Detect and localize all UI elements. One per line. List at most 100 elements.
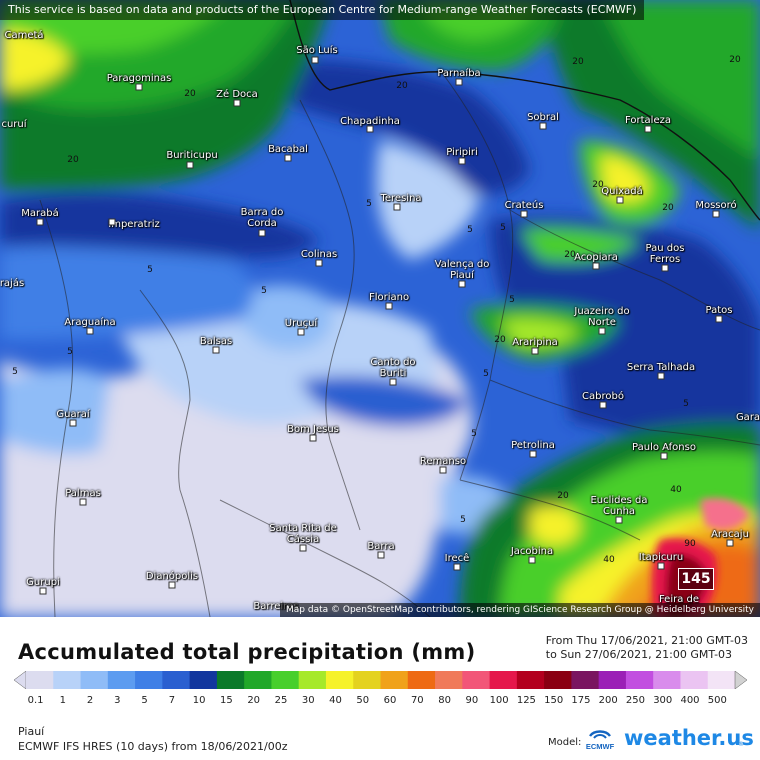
city-label: Dianópolis <box>145 571 199 582</box>
weather-us-logo[interactable]: weather.us <box>624 726 754 750</box>
city-label: Guaraí <box>56 409 90 420</box>
city-label: Balsas <box>199 336 233 347</box>
city-label: Parnaíba <box>437 68 481 79</box>
city-marker <box>529 450 537 458</box>
scale-tick-label: 5 <box>141 695 148 706</box>
city-label: Araguaína <box>64 317 116 328</box>
scale-tick-label: 125 <box>516 695 536 706</box>
contour-label: 20 <box>494 335 506 345</box>
city-marker <box>69 419 77 427</box>
city-label: Crateús <box>504 200 544 211</box>
scale-cell <box>244 671 272 689</box>
contour-label: 5 <box>366 199 372 209</box>
contour-label: 5 <box>261 286 267 296</box>
city-label: São Luís <box>296 45 338 56</box>
contour-label: 20 <box>67 155 79 165</box>
scale-tick-label: 250 <box>625 695 645 706</box>
scale-cell <box>135 671 163 689</box>
city-marker <box>108 218 116 226</box>
scale-cell <box>516 671 545 689</box>
city-label: Buriticupu <box>166 150 218 161</box>
city-label: Gurupi <box>26 577 60 588</box>
scale-cell <box>298 671 327 689</box>
scale-cell <box>625 671 654 689</box>
ecmwf-logo-text: ECMWF <box>586 742 615 751</box>
scale-cell <box>189 671 218 689</box>
contour-label: 20 <box>184 89 196 99</box>
scale-tick-label: 300 <box>653 695 673 706</box>
city-label: Valença do Piauí <box>434 259 490 281</box>
city-label: Araripina <box>512 337 558 348</box>
model-label: Model: <box>548 737 582 748</box>
city-marker <box>389 378 397 386</box>
contour-label: 20 <box>592 180 604 190</box>
ecmwf-notice: This service is based on data and produc… <box>0 0 645 20</box>
city-marker <box>297 328 305 336</box>
scale-tick-label: 1 <box>59 695 66 706</box>
city-marker <box>715 315 723 323</box>
scale-tick-label: 0.1 <box>27 695 44 706</box>
city-marker <box>616 196 624 204</box>
scale-tick-label: 2 <box>86 695 94 706</box>
city-marker <box>455 78 463 86</box>
city-label: Quixadá <box>601 186 643 197</box>
scale-tick-label: 40 <box>329 695 342 706</box>
scale-tick-label: 175 <box>571 695 591 706</box>
city-label: Patos <box>705 305 733 316</box>
city-label: Itapicuru <box>638 552 684 563</box>
city-marker <box>86 327 94 335</box>
period-to: to Sun 27/06/2021, 21:00 GMT-03 <box>545 648 733 661</box>
contour-label: 5 <box>500 223 506 233</box>
city-marker <box>615 516 623 524</box>
city-label: Canto do Buriti <box>370 357 416 379</box>
precipitation-map[interactable]: This service is based on data and produc… <box>0 0 760 617</box>
city-label: Cametá <box>4 30 44 41</box>
city-label: Gara <box>735 412 760 423</box>
city-marker <box>657 372 665 380</box>
city-label: Santa Rita de Cássia <box>269 523 337 545</box>
city-label: Paulo Afonso <box>632 442 696 453</box>
scale-tick-label: 80 <box>438 695 451 706</box>
city-marker <box>598 327 606 335</box>
city-label: Euclides da Cunha <box>590 495 648 517</box>
city-label: Paragominas <box>106 73 172 84</box>
city-marker <box>453 563 461 571</box>
city-marker <box>135 83 143 91</box>
city-label: Mossoró <box>695 200 737 211</box>
city-label: Imperatriz <box>108 219 160 230</box>
contour-label: 90 <box>684 539 696 549</box>
city-label: Barreiras <box>253 601 299 612</box>
city-marker <box>531 347 539 355</box>
scale-tick-label: 500 <box>707 695 727 706</box>
city-label: Barra <box>367 541 395 552</box>
map-attribution[interactable]: Map data © OpenStreetMap contributors, r… <box>280 603 760 617</box>
city-label: Petrolina <box>511 440 555 451</box>
scale-cell <box>80 671 109 689</box>
scale-tick-label: 3 <box>114 695 121 706</box>
scale-cell <box>407 671 436 689</box>
city-label: Colinas <box>300 249 338 260</box>
city-label: rajás <box>0 278 25 289</box>
scale-tick-label: 15 <box>220 695 233 706</box>
scale-cell <box>435 671 463 689</box>
city-label: Palmas <box>65 488 101 499</box>
scale-cell <box>707 671 736 689</box>
scale-cell <box>571 671 600 689</box>
city-marker <box>366 125 374 133</box>
contour-label: 5 <box>483 369 489 379</box>
city-marker <box>377 551 385 559</box>
contour-label: 40 <box>603 555 615 565</box>
color-scale-ticks: 0.1 1 2 3 5 7 10 15 20 25 30 40 50 60 70 80 90 100 125 150 1… <box>0 695 760 709</box>
scale-tick-label: 50 <box>356 695 370 706</box>
city-label: Floriano <box>368 292 410 303</box>
city-label: curuí <box>1 119 27 130</box>
scale-cell <box>353 671 381 689</box>
city-marker <box>393 203 401 211</box>
scale-tick-label: 400 <box>680 695 700 706</box>
region-name: Piauí <box>18 725 45 738</box>
city-marker <box>528 556 536 564</box>
scale-tick-label: 60 <box>383 695 397 706</box>
scale-tick-label: 90 <box>465 695 479 706</box>
city-marker <box>712 210 720 218</box>
city-label: Zé Doca <box>216 89 258 100</box>
